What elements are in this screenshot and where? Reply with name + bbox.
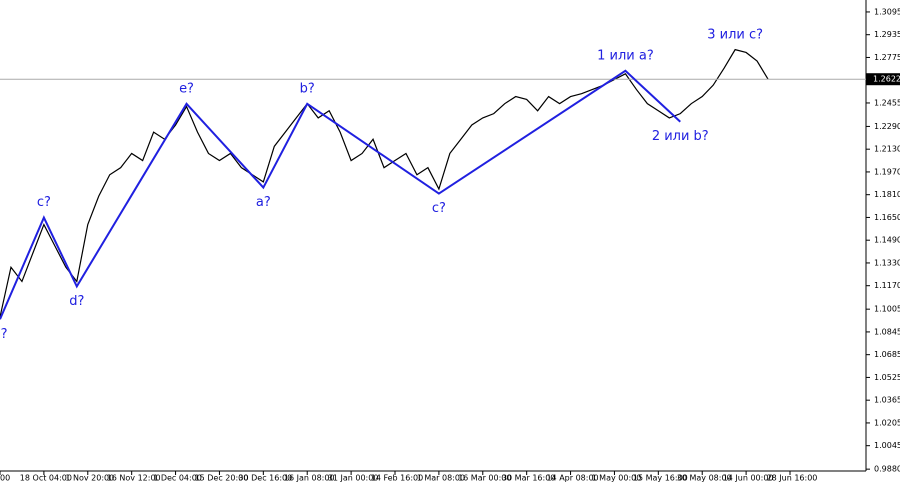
- x-tick-label: 28 Jun 16:00: [767, 474, 818, 483]
- wave-label: 3 или c?: [707, 28, 763, 43]
- y-tick-label: 1.0685: [874, 350, 900, 359]
- wave-line: [0, 69, 681, 320]
- y-tick-label: 1.0525: [874, 373, 900, 382]
- y-tick-label: 1.1170: [874, 281, 900, 290]
- y-tick-label: 1.0365: [874, 396, 900, 405]
- x-tick-label: 16 Nov 12:00: [107, 474, 161, 483]
- x-tick-label: 31 Jan 00:00: [328, 474, 379, 483]
- wave-label: 2 или b?: [652, 129, 709, 144]
- x-tick-label: 1 Mar 08:00: [417, 474, 465, 483]
- y-tick-label: 1.2290: [874, 122, 900, 131]
- current-price-box: [866, 73, 900, 86]
- x-tick-label: 18 Oct 04:00: [20, 474, 72, 483]
- y-tick-label: 1.0845: [874, 327, 900, 336]
- wave-label: b?: [0, 327, 8, 342]
- x-tick-label: 14 Jun 00:00: [723, 474, 774, 483]
- y-tick-label: 0.9880: [874, 465, 900, 474]
- x-tick-label: 1 Nov 20:00: [65, 474, 114, 483]
- price-line: [0, 48, 769, 318]
- x-tick-label: 15 May 16:00: [633, 474, 688, 483]
- y-tick-label: 1.1330: [874, 258, 900, 267]
- wave-label: c?: [432, 201, 446, 216]
- wave-label: d?: [69, 294, 84, 309]
- y-tick-label: 1.0205: [874, 418, 900, 427]
- x-tick-label: 15 Dec 20:00: [195, 474, 249, 483]
- wave-label: e?: [179, 81, 194, 96]
- y-tick-label: 1.1650: [874, 213, 900, 222]
- x-tick-label: 1 May 00:00: [592, 474, 642, 483]
- x-tick-label: 16 Mar 00:00: [458, 474, 511, 483]
- y-tick-label: 1.0045: [874, 441, 900, 450]
- y-tick-label: 1.1810: [874, 190, 900, 199]
- x-tick-label: 30 Mar 16:00: [502, 474, 555, 483]
- y-tick-label: 1.3095: [874, 7, 900, 16]
- wave-label: 1 или a?: [597, 48, 654, 63]
- x-tick-label: 1 Dec 04:00: [153, 474, 202, 483]
- x-tick-label: 30 Dec 16:00: [238, 474, 292, 483]
- y-tick-label: 1.1970: [874, 167, 900, 176]
- x-tick-label: 30 May 08:00: [677, 474, 732, 483]
- x-tick-label: 14 Apr 08:00: [546, 474, 598, 483]
- current-price-label: 1.2622: [873, 75, 900, 84]
- wave-label: a?: [256, 195, 271, 210]
- y-tick-label: 1.2455: [874, 98, 900, 107]
- wave-label: c?: [37, 195, 51, 210]
- y-tick-label: 1.2935: [874, 30, 900, 39]
- y-tick-label: 1.1005: [874, 305, 900, 314]
- y-tick-label: 1.1490: [874, 236, 900, 245]
- y-tick-label: 1.2130: [874, 145, 900, 154]
- y-tick-label: 1.2775: [874, 53, 900, 62]
- x-tick-label: 16 Jan 08:00: [284, 474, 335, 483]
- x-tick-label: 14 Feb 16:00: [371, 474, 423, 483]
- wave-label: b?: [300, 81, 315, 96]
- x-tick-label: 00: [0, 474, 10, 483]
